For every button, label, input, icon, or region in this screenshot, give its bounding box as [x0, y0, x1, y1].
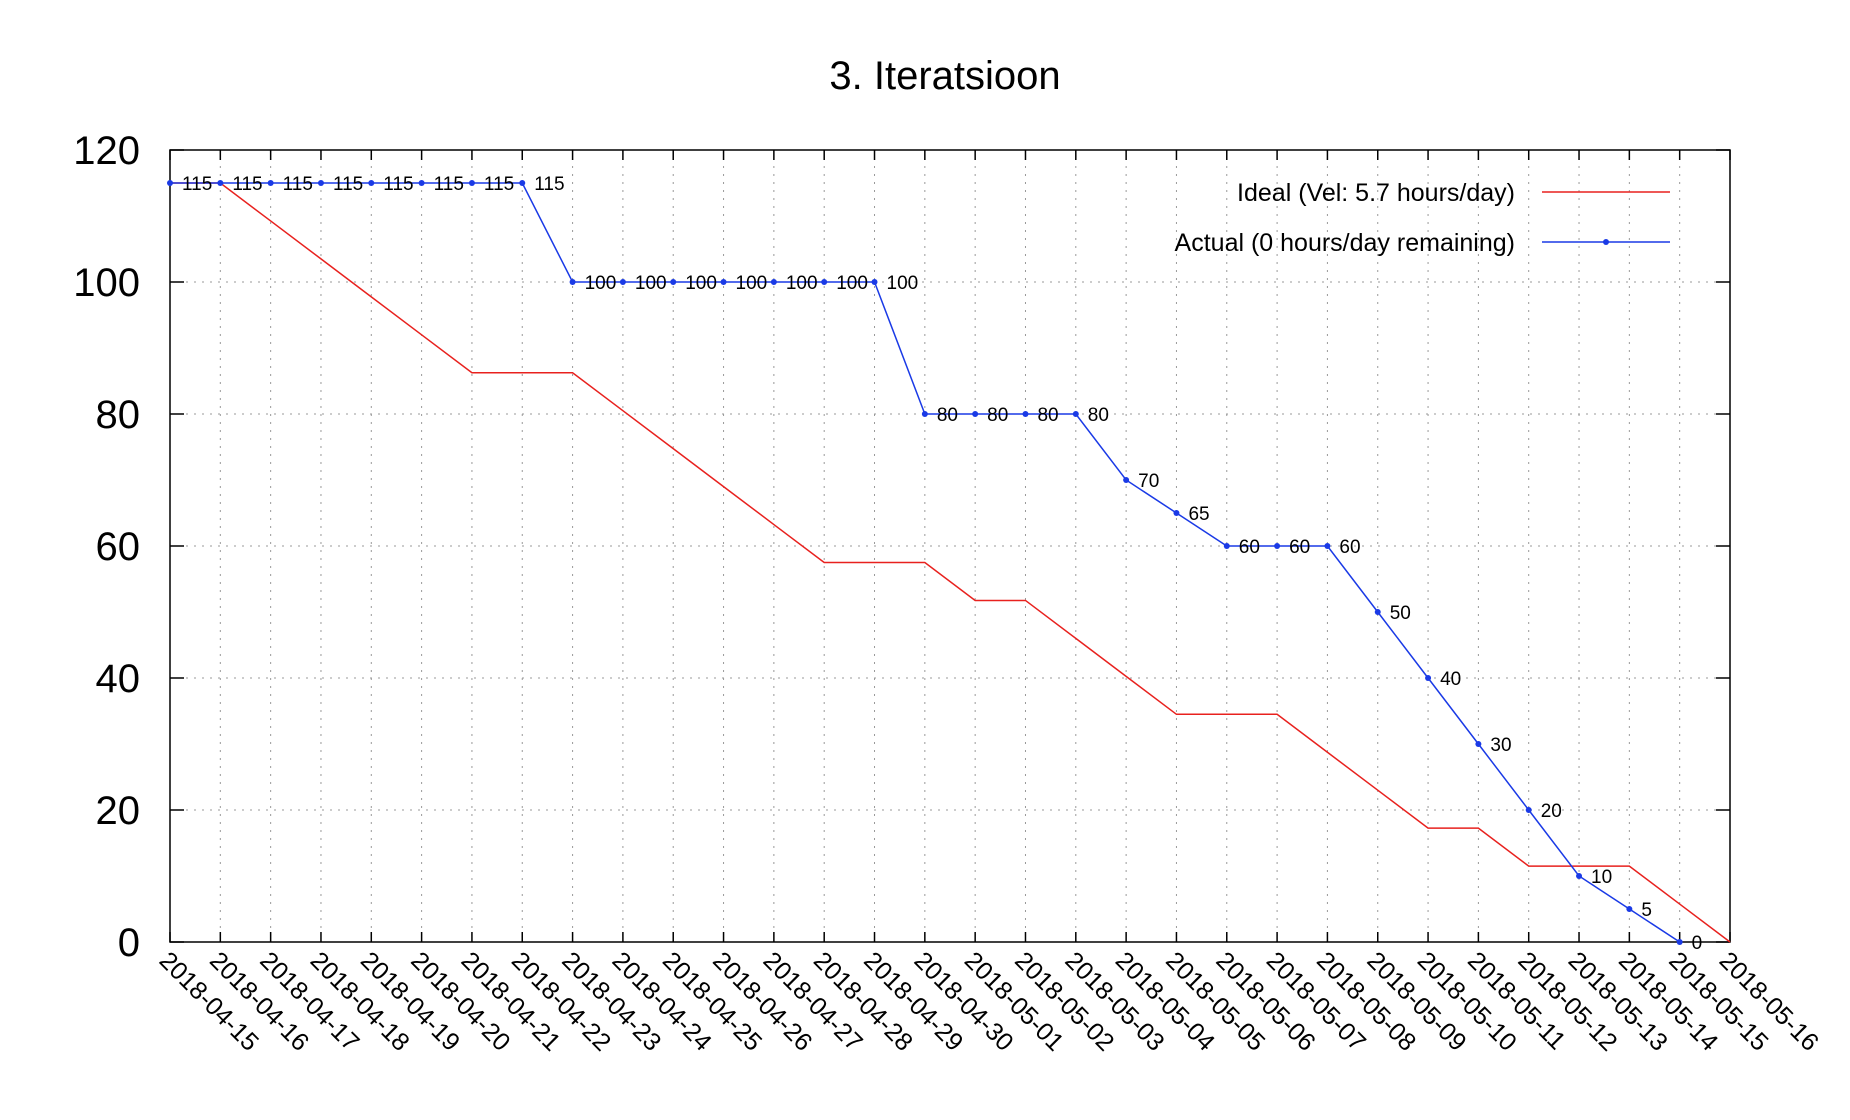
data-label: 115	[434, 174, 464, 195]
data-label: 100	[887, 273, 919, 294]
data-point	[267, 180, 274, 186]
data-label: 80	[1088, 405, 1109, 426]
data-point	[1072, 411, 1079, 417]
data-point	[1173, 510, 1180, 516]
y-tick-label: 100	[73, 261, 140, 305]
data-point	[1022, 411, 1029, 417]
data-label: 115	[484, 174, 514, 195]
data-label: 100	[736, 273, 768, 294]
data-point	[468, 180, 475, 186]
data-point	[167, 180, 173, 186]
data-label: 10	[1591, 867, 1612, 888]
data-label: 50	[1390, 603, 1411, 624]
data-label: 20	[1541, 801, 1562, 822]
data-point	[1626, 906, 1633, 912]
data-label: 65	[1188, 504, 1209, 525]
data-point	[821, 279, 828, 285]
data-label: 40	[1440, 669, 1461, 690]
data-point	[1274, 543, 1281, 549]
data-label: 60	[1239, 537, 1260, 558]
y-tick-label: 20	[96, 789, 141, 833]
grid-lines	[170, 150, 1730, 942]
data-point	[972, 411, 979, 417]
data-label: 100	[585, 273, 617, 294]
data-label: 115	[383, 174, 413, 195]
data-label: 115	[333, 174, 363, 195]
data-label: 0	[1692, 933, 1703, 954]
x-axis: 2018-04-152018-04-162018-04-172018-04-18…	[154, 150, 1824, 1057]
data-label: 115	[283, 174, 313, 195]
data-label: 115	[182, 174, 212, 195]
data-point	[519, 180, 526, 186]
chart-title: 3. Iteratsioon	[829, 54, 1060, 98]
data-label: 70	[1138, 471, 1159, 492]
data-point	[720, 279, 727, 285]
data-label: 100	[836, 273, 868, 294]
data-label: 115	[232, 174, 262, 195]
data-point	[770, 279, 777, 285]
data-point	[871, 279, 878, 285]
data-label: 100	[685, 273, 717, 294]
data-point	[1374, 609, 1381, 615]
data-point	[619, 279, 626, 285]
data-point	[569, 279, 576, 285]
data-point	[1525, 807, 1532, 813]
data-point	[217, 180, 224, 186]
legend-entry-label: Ideal (Vel: 5.7 hours/day)	[1237, 179, 1515, 207]
data-point	[418, 180, 425, 186]
data-label: 100	[786, 273, 818, 294]
data-point	[368, 180, 375, 186]
data-point	[1123, 477, 1130, 483]
legend: Ideal (Vel: 5.7 hours/day) Actual (0 hour…	[1175, 179, 1670, 257]
data-point	[1576, 873, 1583, 879]
data-label: 80	[1037, 405, 1058, 426]
data-point	[1425, 675, 1432, 681]
data-point	[1475, 741, 1482, 747]
legend-entry-label: Actual (0 hours/day remaining)	[1175, 229, 1515, 257]
y-tick-label: 0	[118, 921, 140, 965]
data-point	[317, 180, 324, 186]
data-label: 60	[1289, 537, 1310, 558]
data-label: 100	[635, 273, 667, 294]
y-tick-label: 60	[96, 525, 141, 569]
data-point	[921, 411, 928, 417]
data-label: 30	[1490, 735, 1511, 756]
y-tick-label: 120	[73, 129, 140, 173]
data-label: 80	[987, 405, 1008, 426]
data-label: 5	[1641, 900, 1652, 921]
y-tick-label: 40	[96, 657, 141, 701]
data-point	[1324, 543, 1331, 549]
data-label: 115	[534, 174, 564, 195]
series-line-0	[170, 182, 1731, 943]
data-point	[1223, 543, 1230, 549]
data-point	[1676, 939, 1683, 945]
legend-marker	[1603, 239, 1609, 245]
y-tick-label: 80	[96, 393, 141, 437]
data-label: 60	[1339, 537, 1360, 558]
data-point	[670, 279, 677, 285]
data-label: 80	[937, 405, 958, 426]
